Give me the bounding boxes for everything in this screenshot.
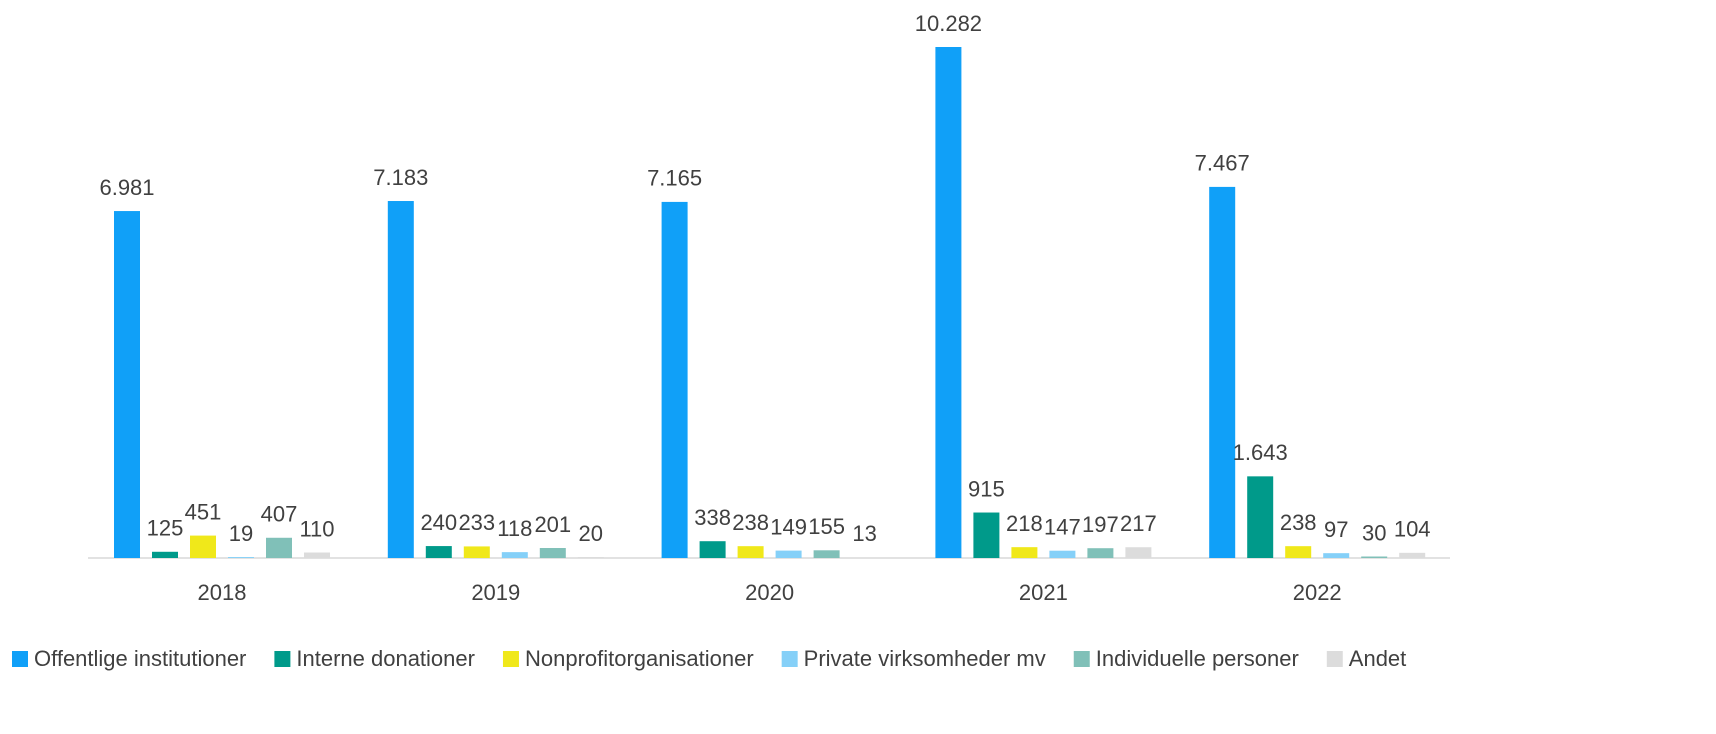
data-label: 30 [1362, 520, 1386, 545]
data-label: 125 [147, 516, 184, 541]
data-label: 20 [579, 521, 603, 546]
bar [425, 546, 452, 558]
data-label: 201 [534, 512, 571, 537]
data-label: 407 [261, 502, 298, 527]
legend-swatch [781, 651, 798, 667]
data-label: 110 [299, 516, 334, 541]
bar [304, 552, 330, 558]
bar [1323, 553, 1350, 558]
x-tick-label: 2022 [1293, 580, 1342, 605]
bar [775, 550, 802, 558]
bar [1285, 546, 1312, 558]
legend-label: Offentlige institutioner [34, 646, 246, 671]
data-label: 149 [770, 514, 807, 539]
data-label: 19 [229, 521, 253, 546]
data-label: 7.165 [647, 166, 702, 191]
legend-label: Private virksomheder mv [804, 646, 1046, 671]
x-tick-label: 2021 [1019, 580, 1068, 605]
bar [387, 201, 414, 558]
bar [577, 557, 604, 558]
bar [1125, 547, 1152, 558]
data-label: 233 [458, 510, 495, 535]
bar [190, 535, 216, 558]
data-label: 13 [852, 521, 876, 546]
legend-label: Nonprofitorganisationer [525, 646, 754, 671]
bar [539, 548, 566, 558]
legend-swatch [12, 651, 28, 667]
bar [114, 211, 140, 558]
data-label: 10.282 [915, 11, 982, 36]
bar [813, 550, 840, 558]
bar [737, 546, 764, 558]
legend-label: Individuelle personer [1096, 646, 1299, 671]
legend-label: Interne donationer [296, 646, 475, 671]
legend-swatch [502, 651, 519, 667]
bar [228, 557, 254, 558]
data-label: 147 [1044, 515, 1081, 540]
legend-swatch [1073, 651, 1090, 667]
bar [1247, 476, 1274, 558]
bar [851, 557, 878, 558]
bar [463, 546, 490, 558]
x-tick-label: 2019 [471, 580, 520, 605]
bar [501, 552, 528, 558]
data-label: 240 [420, 510, 457, 535]
data-label: 218 [1006, 511, 1043, 536]
bar [1361, 556, 1388, 558]
data-label: 155 [808, 514, 845, 539]
x-tick-label: 2020 [745, 580, 794, 605]
bar [1209, 186, 1236, 558]
bar [1049, 550, 1076, 558]
data-label: 238 [1280, 510, 1317, 535]
data-label: 1.643 [1233, 440, 1288, 465]
bar [1087, 548, 1114, 558]
data-label: 238 [732, 510, 769, 535]
data-label: 915 [968, 476, 1005, 501]
bar [1011, 547, 1038, 558]
data-label: 6.981 [99, 175, 154, 200]
data-label: 217 [1120, 511, 1157, 536]
legend-label: Andet [1349, 646, 1407, 671]
bar [266, 537, 292, 558]
bar [935, 47, 962, 558]
bar [152, 551, 178, 558]
data-label: 7.467 [1195, 151, 1250, 176]
x-tick-label: 2018 [198, 580, 247, 605]
bar [1399, 552, 1426, 558]
data-label: 7.183 [373, 165, 428, 190]
bar [699, 541, 726, 558]
data-label: 338 [694, 505, 731, 530]
data-label: 197 [1082, 512, 1119, 537]
data-label: 104 [1394, 517, 1431, 542]
data-label: 97 [1324, 517, 1348, 542]
data-label: 451 [185, 499, 222, 524]
bar [973, 512, 1000, 558]
data-label: 118 [497, 516, 532, 541]
bar [661, 201, 688, 559]
legend-swatch [274, 651, 291, 667]
legend-swatch [1326, 651, 1343, 667]
